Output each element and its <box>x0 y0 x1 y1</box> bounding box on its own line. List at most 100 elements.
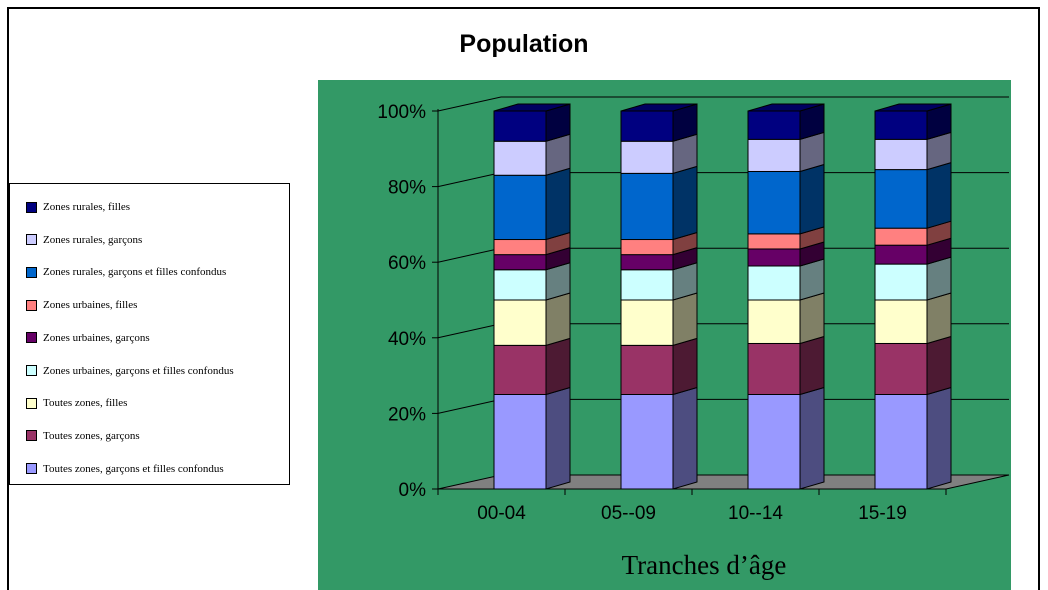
bar-front <box>874 227 928 246</box>
legend-label: Zones urbaines, garçons et filles confon… <box>43 364 234 377</box>
x-tick-label: 10--14 <box>728 503 783 524</box>
legend-swatch <box>26 430 37 442</box>
legend-swatch <box>26 463 37 475</box>
bar-segment <box>620 386 698 490</box>
bar-front <box>493 110 547 142</box>
bar-front <box>620 269 674 301</box>
legend-swatch <box>26 234 37 246</box>
bar-segment <box>874 386 952 490</box>
legend-label: Toutes zones, garçons <box>43 429 140 442</box>
y-tick-label: 20% <box>388 404 426 425</box>
bar-segment <box>747 241 825 267</box>
bar-side <box>672 165 698 241</box>
x-tick-label: 05--09 <box>601 503 656 524</box>
bar-front <box>493 344 547 395</box>
bar-segment <box>493 386 571 490</box>
bar-front <box>747 233 801 250</box>
bar-front <box>874 394 928 490</box>
bar-front <box>874 110 928 140</box>
bar-front <box>620 394 674 490</box>
legend-item: Toutes zones, garçons <box>26 428 140 444</box>
legend-item: Zones urbaines, garçons <box>26 330 150 346</box>
bar-side <box>545 337 571 396</box>
bar-side <box>799 386 825 490</box>
bar-segment <box>493 167 571 241</box>
bar-front <box>874 342 928 395</box>
y-tick-label: 100% <box>377 102 426 123</box>
bar-segment <box>493 337 571 396</box>
y-tick-label: 40% <box>388 329 426 350</box>
bar-front <box>747 138 801 172</box>
bar-segment <box>874 335 952 396</box>
bar-front <box>493 254 547 271</box>
bar-top <box>747 103 825 112</box>
bar-side <box>926 335 952 396</box>
bar-segment <box>493 133 571 176</box>
bar-stack-10--14 <box>747 103 825 490</box>
bar-front <box>493 269 547 301</box>
bar-segment <box>747 386 825 490</box>
legend: Zones rurales, filles Zones rurales, garç… <box>9 183 290 485</box>
bar-front <box>874 263 928 301</box>
legend-label: Zones urbaines, garçons <box>43 331 150 344</box>
bar-segment <box>747 335 825 396</box>
bar-top <box>874 103 952 112</box>
bar-segment <box>874 103 952 141</box>
y-tick-label: 0% <box>399 480 427 501</box>
bar-front <box>747 248 801 267</box>
bar-stack-00-04 <box>493 103 571 490</box>
bar-segment <box>493 231 571 256</box>
bar-side <box>672 292 698 347</box>
bar-side <box>799 292 825 345</box>
bar-side <box>799 335 825 396</box>
bar-segment <box>747 163 825 235</box>
legend-item: Zones rurales, garçons et filles confond… <box>26 264 226 280</box>
bar-front <box>493 299 547 346</box>
bar-stack-05--09 <box>620 103 698 490</box>
bar-front <box>747 342 801 395</box>
chart-title: Population <box>459 30 589 58</box>
y-tick-label: 80% <box>388 178 426 199</box>
bar-segment <box>620 262 698 301</box>
bar-front <box>747 394 801 490</box>
x-tick-label: 00-04 <box>477 503 526 524</box>
legend-swatch <box>26 266 37 278</box>
bar-side <box>545 167 571 241</box>
bar-segment <box>747 292 825 345</box>
legend-swatch <box>26 201 37 213</box>
bar-front <box>874 138 928 171</box>
bar-segment <box>874 161 952 229</box>
bar-front <box>493 174 547 241</box>
gridline-depth <box>437 172 502 188</box>
legend-label: Zones rurales, garçons et filles confond… <box>43 266 227 279</box>
legend-label: Zones rurales, garçons <box>43 233 143 246</box>
chart-frame <box>7 7 1040 590</box>
bar-segment <box>620 133 698 175</box>
bar-side <box>926 386 952 490</box>
bar-side <box>799 163 825 235</box>
gridline-depth <box>437 96 502 112</box>
bar-front <box>874 299 928 344</box>
legend-item: Zones rurales, garçons <box>26 232 142 248</box>
legend-label: Toutes zones, filles <box>43 397 128 410</box>
bar-side <box>672 386 698 490</box>
bar-front <box>493 239 547 256</box>
bar-front <box>620 344 674 395</box>
bar-segment <box>620 337 698 396</box>
bar-front <box>620 110 674 142</box>
legend-item: Zones urbaines, garçons et filles confon… <box>26 363 234 379</box>
bar-segment <box>747 131 825 173</box>
bar-front <box>620 172 674 241</box>
y-tick-label: 60% <box>388 253 426 274</box>
bar-segment <box>493 262 571 301</box>
bar-side <box>926 161 952 229</box>
bar-front <box>493 394 547 490</box>
x-tick-label: 15-19 <box>858 503 907 524</box>
legend-swatch <box>26 332 37 344</box>
legend-swatch <box>26 365 37 376</box>
bar-front <box>747 110 801 140</box>
bar-segment <box>493 292 571 347</box>
bar-segment <box>493 103 571 142</box>
bar-stack-15-19 <box>874 103 952 490</box>
